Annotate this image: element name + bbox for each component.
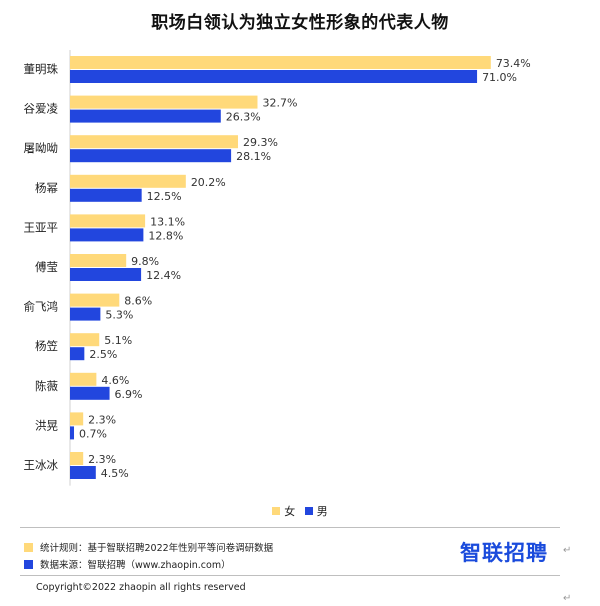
data-label-female: 2.3% (88, 413, 116, 426)
data-label-female: 29.3% (243, 136, 278, 149)
category-label: 屠呦呦 (24, 141, 59, 155)
bar-male (70, 307, 101, 321)
data-label-female: 4.6% (101, 374, 129, 387)
bar-male (70, 386, 110, 400)
footer-divider-top (20, 527, 560, 528)
footnote-source-text: 数据来源：智联招聘（www.zhaopin.com） (40, 560, 231, 571)
data-label-female: 73.4% (496, 57, 531, 70)
data-label-male: 6.9% (115, 388, 143, 401)
category-label: 陈薇 (35, 379, 58, 393)
data-label-male: 0.7% (79, 427, 107, 440)
legend: 女 男 (0, 503, 600, 519)
category-label: 董明珠 (24, 62, 59, 76)
data-label-male: 2.5% (89, 348, 117, 361)
footnote-source-swatch (24, 559, 33, 569)
legend-label-male: 男 (316, 505, 328, 518)
data-label-male: 5.3% (105, 309, 133, 322)
bar-male (70, 109, 221, 123)
footnote-rule-text: 统计规则：基于智联招聘2022年性别平等问卷调研数据 (40, 543, 274, 554)
legend-item-female: 女 (272, 503, 295, 519)
bar-male (70, 188, 142, 202)
zhaopin-logo: 智联招聘 (460, 541, 548, 565)
data-label-male: 4.5% (101, 467, 129, 480)
bar-female (70, 214, 146, 228)
category-label: 谷爱凌 (24, 102, 59, 116)
bar-male (70, 347, 85, 361)
bar-female (70, 135, 238, 149)
category-label: 洪晃 (35, 418, 58, 432)
category-label: 杨笠 (35, 339, 58, 353)
bar-male (70, 70, 478, 83)
bar-female (70, 333, 100, 347)
data-label-female: 13.1% (150, 215, 185, 228)
legend-label-female: 女 (284, 505, 296, 518)
data-label-female: 9.8% (131, 255, 159, 268)
return-mark: ↵ (563, 545, 572, 556)
category-label: 杨幂 (35, 181, 58, 195)
bar-male (70, 149, 232, 163)
category-label: 王亚平 (24, 220, 59, 234)
data-label-female: 32.7% (262, 97, 297, 110)
footer-divider-bottom (20, 575, 560, 576)
data-label-male: 12.5% (147, 190, 182, 203)
data-label-male: 12.4% (146, 269, 181, 282)
category-label: 俞飞鸿 (24, 300, 59, 314)
bar-female (70, 452, 84, 465)
bar-female (70, 412, 84, 426)
footnote-source: 数据来源：智联招聘（www.zhaopin.com） (24, 557, 231, 571)
data-label-male: 12.8% (148, 229, 183, 242)
chart-title: 职场白领认为独立女性形象的代表人物 (151, 13, 449, 33)
bar-female (70, 174, 186, 188)
bar-male (70, 268, 142, 281)
category-label: 王冰冰 (24, 458, 59, 472)
legend-item-male: 男 (304, 503, 328, 519)
bar-male (70, 466, 96, 479)
data-label-female: 20.2% (191, 176, 226, 189)
legend-swatch-female (272, 507, 281, 515)
data-label-male: 71.0% (482, 71, 517, 84)
bar-male (70, 426, 75, 440)
category-label: 傅莹 (35, 260, 58, 274)
bar-male (70, 228, 144, 242)
data-label-female: 2.3% (88, 453, 116, 466)
data-label-male: 26.3% (226, 111, 261, 124)
footnote-rule-swatch (24, 542, 33, 552)
bar-female (70, 372, 97, 386)
data-label-female: 5.1% (104, 334, 132, 347)
copyright: Copyright©2022 zhaopin all rights reserv… (36, 582, 246, 593)
data-label-male: 28.1% (236, 150, 271, 163)
return-mark-bottom: ↵ (563, 593, 572, 604)
legend-swatch-male (304, 507, 313, 515)
bar-female (70, 95, 258, 109)
bar-chart: 董明珠 73.4%71.0% 谷爱凌 32.7%26.3% 屠呦呦 29.3%28.1% 杨… (24, 50, 531, 486)
bar-female (70, 293, 120, 307)
footnote-rule: 统计规则：基于智联招聘2022年性别平等问卷调研数据 (24, 540, 273, 554)
bar-female (70, 254, 127, 267)
bar-female (70, 56, 491, 69)
data-label-female: 8.6% (124, 295, 152, 308)
